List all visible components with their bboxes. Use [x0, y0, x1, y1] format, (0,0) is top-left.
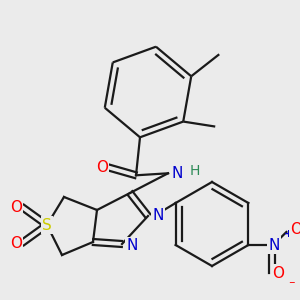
Text: H: H [190, 164, 200, 178]
Text: N: N [171, 166, 182, 181]
Text: ⁻: ⁻ [288, 279, 295, 292]
Text: O: O [10, 200, 22, 214]
Text: O: O [272, 266, 284, 280]
Text: O: O [96, 160, 108, 175]
Text: O: O [290, 221, 300, 236]
Text: S: S [42, 218, 52, 232]
Text: +: + [284, 229, 294, 239]
Text: N: N [269, 238, 280, 253]
Text: N: N [152, 208, 164, 224]
Text: O: O [10, 236, 22, 250]
Text: N: N [126, 238, 137, 253]
